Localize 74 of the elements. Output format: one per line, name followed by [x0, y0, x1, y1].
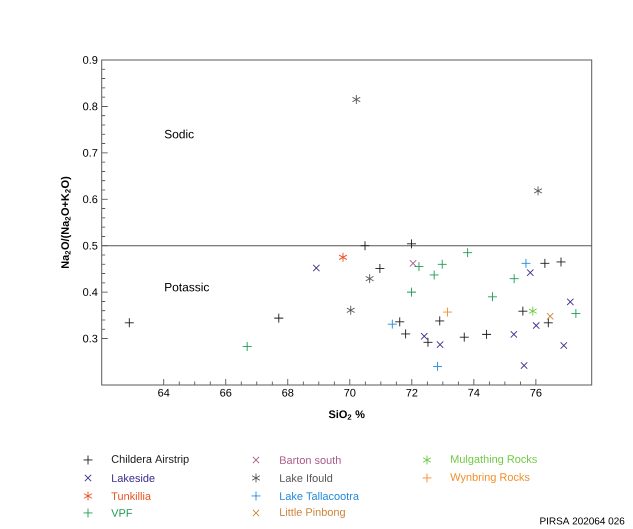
point [521, 258, 531, 268]
point [518, 306, 528, 316]
point [394, 316, 405, 327]
point [434, 316, 445, 326]
y-axis-title: Na$_{2}$O/(Na$_{2}$O+K$_{2}$O) [60, 176, 72, 268]
legend-label: VPF [111, 509, 132, 517]
point [274, 313, 284, 324]
point [560, 342, 568, 350]
legend-label: Lake Tallacootra [280, 492, 359, 500]
legend-label: Little Pinbong [280, 508, 345, 518]
point [352, 94, 361, 104]
point [360, 240, 370, 251]
point [459, 332, 470, 342]
point [429, 270, 440, 280]
y-tick-label: 0.3 [83, 334, 98, 342]
point [488, 292, 498, 302]
point [546, 312, 554, 320]
y-tick-label: 0.8 [83, 102, 98, 110]
y-tick-label: 0.6 [83, 195, 98, 204]
point [520, 362, 528, 370]
point [534, 186, 542, 196]
point [532, 322, 540, 330]
point [365, 274, 374, 284]
x-tick-label: 70 [344, 388, 356, 397]
point [400, 328, 411, 339]
legend-label: Lakeside [112, 474, 155, 482]
point [406, 287, 416, 298]
point [482, 329, 492, 340]
point [509, 274, 520, 284]
y-tick-label: 0.4 [83, 288, 98, 296]
point [420, 332, 428, 340]
annotation: Potassic [165, 282, 210, 292]
y-tick-label: 0.9 [83, 56, 98, 64]
annotation: Sodic [164, 130, 194, 138]
point [374, 264, 385, 274]
legend-label: Childera Airstrip [112, 454, 189, 466]
point [414, 262, 424, 272]
legend-label: Wynbring Rocks [450, 472, 530, 484]
point [338, 252, 348, 262]
legend-label: Tunkillia [111, 492, 151, 500]
point [442, 307, 452, 318]
x-axis-title: SiO$_{2}$ % [328, 410, 365, 420]
point [543, 318, 554, 328]
point [387, 319, 398, 330]
x-tick-label: 68 [282, 388, 294, 397]
point [409, 260, 417, 267]
y-tick-label: 0.5 [83, 242, 98, 250]
point [346, 305, 356, 316]
x-tick-label: 74 [468, 388, 480, 396]
point [462, 248, 473, 258]
legend-label: Lake Ifould [280, 474, 332, 482]
point [570, 308, 581, 318]
x-tick-label: 64 [158, 388, 170, 397]
point [406, 238, 416, 249]
point [423, 337, 433, 348]
point [312, 264, 320, 272]
point [437, 259, 448, 270]
text: PIRSA 202064 026 [540, 517, 624, 525]
legend-label: Mulgathing Rocks [451, 454, 537, 466]
x-tick-label: 72 [406, 388, 418, 396]
point [432, 361, 443, 372]
x-tick-label: 76 [530, 388, 542, 397]
legend-label: Barton south [280, 456, 341, 464]
point [242, 342, 252, 352]
point [436, 340, 444, 348]
point [528, 306, 538, 316]
point [124, 318, 134, 328]
point [540, 258, 550, 268]
point [556, 257, 566, 267]
point [510, 330, 518, 338]
point [566, 298, 574, 306]
point [526, 268, 534, 276]
x-tick-label: 66 [220, 388, 232, 397]
y-tick-label: 0.7 [83, 148, 98, 157]
